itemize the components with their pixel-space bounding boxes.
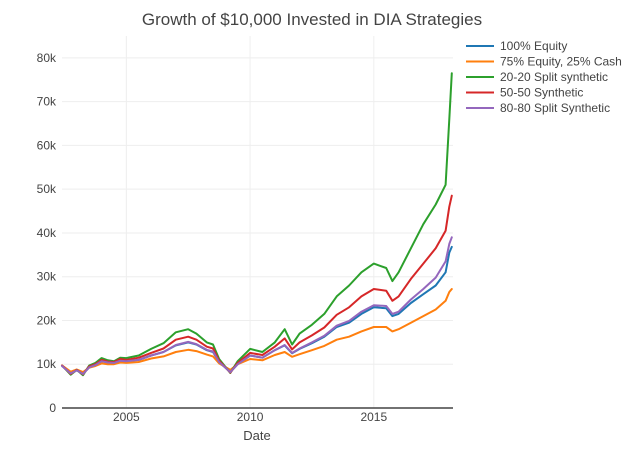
legend-label: 100% Equity: [500, 39, 567, 53]
x-tick-label: 2015: [360, 410, 387, 424]
legend-item[interactable]: 80-80 Split Synthetic: [466, 101, 610, 115]
grid-lines: [62, 36, 453, 408]
legend-item[interactable]: 100% Equity: [466, 39, 567, 53]
axes: 0 10k 20k 30k 40k 50k 60k 70k 80k 2005 2010 2015: [37, 51, 453, 424]
chart-title: Growth of $10,000 Invested in DIA Strate…: [142, 10, 482, 29]
legend-label: 50-50 Synthetic: [500, 86, 583, 100]
y-tick-label: 70k: [37, 95, 57, 109]
legend-label: 75% Equity, 25% Cash: [500, 55, 622, 69]
legend-item[interactable]: 75% Equity, 25% Cash: [466, 55, 622, 69]
legend-item[interactable]: 20-20 Split synthetic: [466, 70, 608, 84]
series-lines: [61, 72, 453, 377]
series-line-20-20-split-synthetic[interactable]: [61, 72, 453, 377]
y-tick-label: 80k: [37, 51, 57, 65]
series-line-80-80-split-synthetic[interactable]: [61, 236, 453, 375]
x-axis-label: Date: [243, 428, 270, 443]
series-line-50-50-synthetic[interactable]: [61, 194, 453, 376]
y-tick-label: 0: [49, 401, 56, 415]
y-tick-label: 50k: [37, 182, 57, 196]
y-tick-label: 40k: [37, 226, 57, 240]
x-tick-label: 2010: [237, 410, 264, 424]
y-tick-label: 10k: [37, 357, 57, 371]
legend-label: 20-20 Split synthetic: [500, 70, 608, 84]
legend-item[interactable]: 50-50 Synthetic: [466, 86, 583, 100]
legend-label: 80-80 Split Synthetic: [500, 101, 610, 115]
y-tick-label: 20k: [37, 313, 57, 327]
y-tick-label: 30k: [37, 270, 57, 284]
x-tick-label: 2005: [113, 410, 140, 424]
y-tick-label: 60k: [37, 138, 57, 152]
